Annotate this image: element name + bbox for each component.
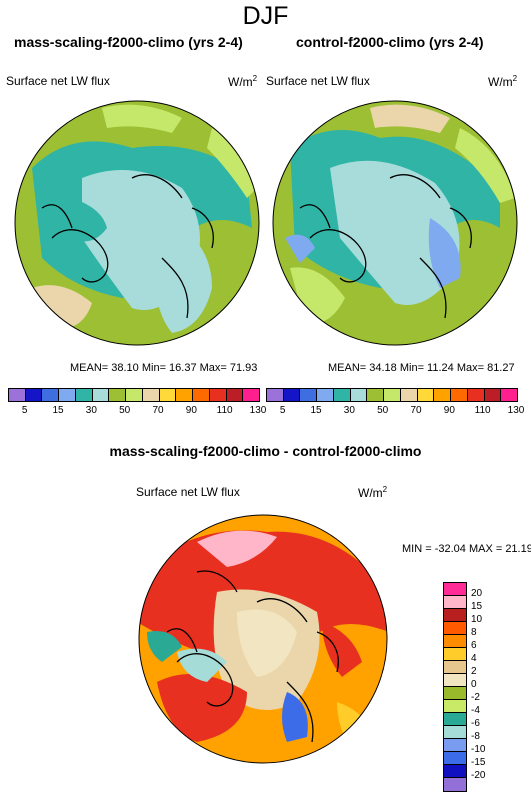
- colorbar-swatch: [501, 389, 518, 401]
- colorbar-tick-label: -2: [471, 692, 480, 703]
- colorbar-tick-label: 6: [471, 640, 477, 651]
- colorbar-swatch: [444, 583, 466, 596]
- panel-2-title: control-f2000-climo (yrs 2-4): [296, 34, 484, 50]
- panel-1-polar-map: [14, 100, 260, 346]
- diff-colorbar: [443, 582, 467, 792]
- colorbar-tick-label: 30: [343, 405, 355, 416]
- panel-2-colorbar-ticks: 5 15 30 50 70 90 110 130: [266, 405, 524, 419]
- colorbar-swatch: [444, 752, 466, 765]
- panel-2-units: W/m2: [488, 74, 518, 89]
- colorbar-tick-label: -15: [471, 757, 486, 768]
- colorbar-swatch: [176, 389, 194, 401]
- colorbar-swatch: [9, 389, 26, 401]
- colorbar-tick-label: 0: [471, 679, 477, 690]
- diff-colorbar-ticks: 20 15 10 8 6 4 2 0 -2 -4 -6 -8 -10 -15 -20: [471, 582, 511, 781]
- colorbar-swatch: [444, 635, 466, 648]
- colorbar-swatch: [467, 389, 485, 401]
- colorbar-tick-label: 10: [471, 614, 483, 625]
- colorbar-tick-label: 5: [21, 405, 28, 416]
- panel-2-variable-label: Surface net LW flux: [266, 74, 370, 88]
- colorbar-swatch: [444, 596, 466, 609]
- colorbar-swatch: [350, 389, 368, 401]
- colorbar-swatch: [434, 389, 452, 401]
- colorbar-swatch: [444, 739, 466, 752]
- colorbar-swatch: [444, 726, 466, 739]
- colorbar-swatch: [484, 389, 502, 401]
- colorbar-tick-label: -4: [471, 705, 480, 716]
- panel-1-colorbar: [8, 388, 260, 402]
- colorbar-tick-label: -6: [471, 718, 480, 729]
- panel-2-stats: MEAN= 34.18 Min= 11.24 Max= 81.27: [328, 362, 515, 374]
- colorbar-swatch: [126, 389, 143, 401]
- colorbar-swatch: [283, 389, 301, 401]
- colorbar-swatch: [193, 389, 210, 401]
- panel-1-title: mass-scaling-f2000-climo (yrs 2-4): [14, 34, 243, 50]
- colorbar-tick-label: 20: [471, 588, 483, 599]
- colorbar-tick-label: 50: [377, 405, 389, 416]
- colorbar-tick-label: 110: [474, 405, 491, 416]
- diff-stats: MIN = -32.04 MAX = 21.19: [402, 543, 531, 555]
- colorbar-swatch: [209, 389, 227, 401]
- colorbar-tick-label: 8: [471, 627, 477, 638]
- colorbar-tick-label: 130: [249, 405, 267, 416]
- colorbar-swatch: [444, 622, 466, 635]
- colorbar-tick-label: -8: [471, 731, 480, 742]
- panel-1-variable-label: Surface net LW flux: [6, 74, 110, 88]
- colorbar-swatch: [267, 389, 284, 401]
- colorbar-tick-label: 70: [152, 405, 164, 416]
- colorbar-tick-label: 50: [119, 405, 131, 416]
- colorbar-tick-label: 30: [85, 405, 97, 416]
- colorbar-swatch: [451, 389, 468, 401]
- colorbar-swatch: [243, 389, 260, 401]
- colorbar-tick-label: 5: [279, 405, 286, 416]
- colorbar-tick-label: 15: [310, 405, 322, 416]
- colorbar-swatch: [333, 389, 351, 401]
- colorbar-tick-label: 110: [216, 405, 233, 416]
- colorbar-swatch: [384, 389, 401, 401]
- diff-polar-map: [138, 514, 388, 764]
- colorbar-swatch: [226, 389, 244, 401]
- panel-1-stats: MEAN= 38.10 Min= 16.37 Max= 71.93: [70, 362, 258, 374]
- colorbar-swatch: [444, 700, 466, 713]
- colorbar-swatch: [42, 389, 60, 401]
- colorbar-swatch: [400, 389, 418, 401]
- colorbar-swatch: [142, 389, 160, 401]
- diff-variable-label: Surface net LW flux: [136, 485, 240, 499]
- colorbar-swatch: [444, 661, 466, 674]
- colorbar-swatch: [159, 389, 177, 401]
- colorbar-swatch: [444, 765, 466, 778]
- colorbar-tick-label: 70: [410, 405, 422, 416]
- diff-panel-title: mass-scaling-f2000-climo - control-f2000…: [109, 443, 422, 459]
- colorbar-swatch: [317, 389, 334, 401]
- panel-2-polar-map: [272, 100, 518, 346]
- colorbar-tick-label: 90: [185, 405, 197, 416]
- colorbar-swatch: [417, 389, 435, 401]
- colorbar-swatch: [92, 389, 110, 401]
- colorbar-tick-label: 130: [507, 405, 525, 416]
- colorbar-swatch: [25, 389, 43, 401]
- colorbar-swatch: [444, 609, 466, 622]
- colorbar-swatch: [444, 713, 466, 726]
- colorbar-swatch: [59, 389, 76, 401]
- colorbar-tick-label: 2: [471, 666, 477, 677]
- main-title: DJF: [242, 2, 289, 30]
- colorbar-swatch: [444, 648, 466, 661]
- colorbar-swatch: [109, 389, 127, 401]
- panel-1-units: W/m2: [228, 74, 258, 89]
- colorbar-tick-label: 15: [471, 601, 483, 612]
- colorbar-tick-label: -20: [471, 770, 486, 781]
- colorbar-swatch: [444, 674, 466, 687]
- diff-units: W/m2: [358, 485, 388, 500]
- colorbar-swatch: [300, 389, 318, 401]
- colorbar-tick-label: 90: [443, 405, 455, 416]
- panel-1-colorbar-ticks: 5 15 30 50 70 90 110 130: [8, 405, 266, 419]
- colorbar-swatch: [444, 687, 466, 700]
- colorbar-tick-label: 15: [52, 405, 64, 416]
- colorbar-tick-label: 4: [471, 653, 477, 664]
- panel-2-colorbar: [266, 388, 518, 402]
- colorbar-swatch: [367, 389, 385, 401]
- colorbar-tick-label: -10: [471, 744, 486, 755]
- colorbar-swatch: [75, 389, 93, 401]
- colorbar-swatch: [444, 778, 466, 791]
